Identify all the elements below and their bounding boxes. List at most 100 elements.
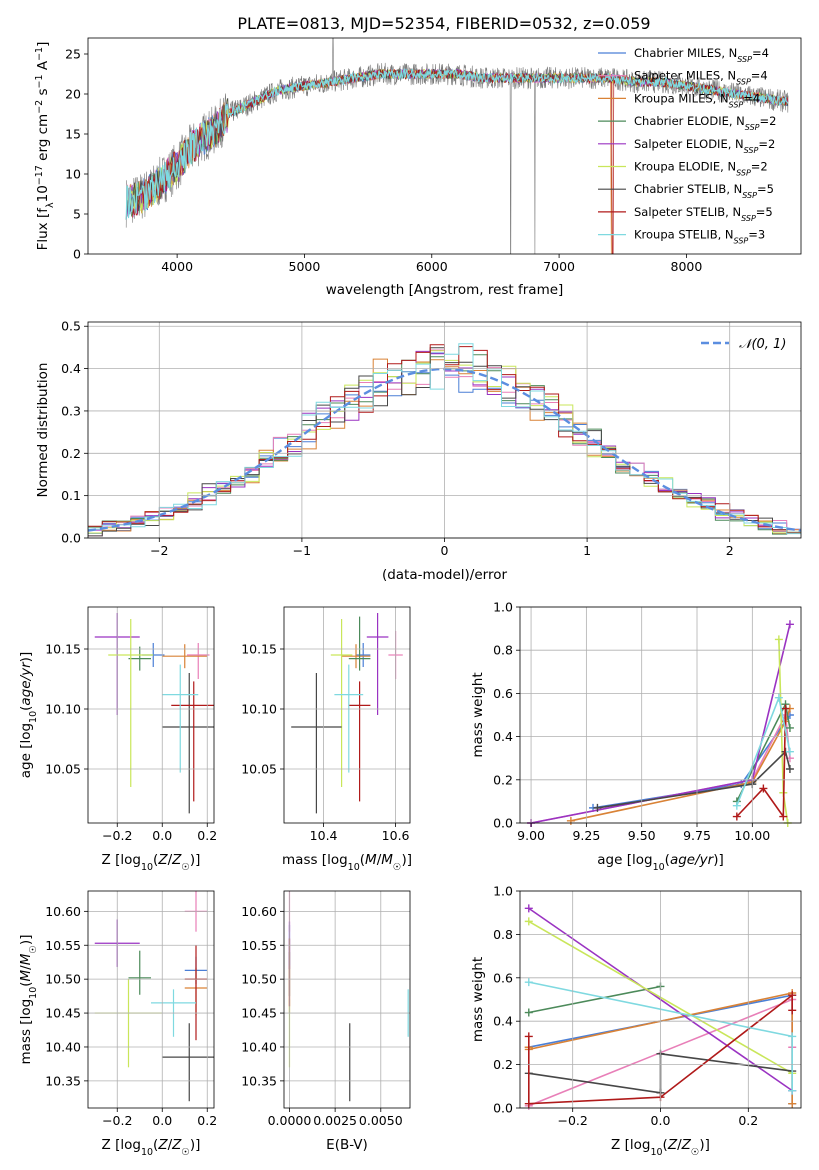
axis-label: mass [log10(M/M☉)]: [282, 852, 412, 873]
y-tick-label: 0.2: [493, 1057, 513, 1072]
x-tick-label: 9.75: [683, 828, 711, 843]
error-bar-point: [171, 681, 214, 802]
error-bar-point: [94, 979, 163, 1068]
x-tick-label: 0.2: [197, 1113, 217, 1128]
weight-marker: [788, 1006, 797, 1015]
y-tick-label: 0.0: [493, 816, 513, 831]
error-bar-point: [341, 644, 371, 669]
y-tick-label: 0: [73, 247, 81, 262]
weight-marker: [566, 816, 575, 825]
y-tick-label: 0.3: [61, 403, 81, 418]
legend-label: Salpeter MILES, NSSP=4: [634, 69, 768, 87]
legend-label: 𝒩(0, 1): [739, 337, 786, 352]
error-bar-point: [128, 646, 151, 671]
weight-marker: [774, 693, 783, 702]
y-tick-label: 10.05: [241, 762, 277, 777]
mass-vs-Z-axes: −0.2 0.0 0.2 10.35 10.40 10.45 10.50 10.55 10.60: [45, 891, 217, 1128]
x-tick-label: 0.0025: [313, 1113, 357, 1128]
y-tick-label: 0.4: [61, 361, 81, 376]
spectrum-axes: 4000 5000 6000 7000 8000 0 5 10 15 20 25: [65, 47, 702, 275]
x-tick-label: 0.0: [152, 1113, 172, 1128]
weight-marker: [785, 620, 794, 629]
weight-series-line: [736, 708, 787, 819]
y-tick-label: 0.2: [61, 446, 81, 461]
x-tick-label: −0.2: [102, 1113, 132, 1128]
mass-weight-vs-age-axes: 9.00 9.25 9.50 9.75 10.00 0.0 0.2 0.4 0.6 0.8 1.0: [493, 600, 801, 843]
error-bar-point: [330, 619, 353, 787]
y-axis-label: mass weight: [470, 957, 486, 1042]
y-axis-label: Normed distribution: [35, 363, 51, 498]
mass-weight-vs-Z-axes: −0.2 0.0 0.2 0.0 0.2 0.4 0.6 0.8 1.0: [493, 884, 801, 1128]
weight-marker: [524, 978, 533, 987]
error-bar-point: [348, 681, 371, 802]
weight-marker: [781, 704, 790, 713]
age-vs-Z-frame: [87, 606, 215, 824]
x-tick-label: 7000: [543, 259, 575, 274]
observed-spectrum: [125, 38, 789, 254]
y-tick-label: 10.15: [45, 642, 81, 657]
y-tick-label: 0.0: [61, 531, 81, 546]
y-tick-label: 10.55: [45, 938, 81, 953]
error-bar-point: [291, 673, 342, 814]
x-tick-label: 0.2: [197, 828, 217, 843]
weight-marker: [524, 1099, 533, 1108]
legend-label: Chabrier ELODIE, NSSP=2: [634, 114, 776, 132]
model-spectrum-line: [125, 67, 789, 220]
y-tick-label: 0.4: [493, 729, 513, 744]
y-tick-label: 0.1: [61, 488, 81, 503]
error-bar-point: [348, 616, 371, 671]
y-tick-label: 10.50: [241, 972, 277, 987]
weight-marker: [788, 1099, 797, 1108]
y-tick-label: 0.4: [493, 1014, 513, 1029]
error-bar-point: [162, 1023, 214, 1102]
error-bar-point: [184, 945, 208, 1041]
y-tick-label: 10.40: [241, 1039, 277, 1054]
weight-series-line: [597, 750, 791, 809]
legend-label: Kroupa MILES, NSSP=4: [634, 91, 760, 109]
weight-series-line: [528, 985, 661, 1014]
x-tick-label: 2: [726, 543, 734, 558]
x-tick-label: 6000: [416, 259, 448, 274]
error-bar-point: [187, 643, 210, 679]
legend-label: Chabrier STELIB, NSSP=5: [634, 182, 774, 200]
y-tick-label: 20: [65, 87, 81, 102]
legend-label: Salpeter ELODIE, NSSP=2: [634, 137, 775, 155]
spectrum-frame: [87, 37, 802, 255]
weight-series-line: [570, 708, 791, 822]
mass-vs-Z-frame: [87, 890, 215, 1109]
weight-marker: [524, 1032, 533, 1041]
legend-label: Kroupa ELODIE, NSSP=2: [634, 160, 768, 178]
axis-label: age [log10(age/yr)]: [597, 852, 723, 873]
error-bar-point: [108, 619, 154, 787]
axis-label: mass [log10(M/M☉)]: [18, 935, 39, 1065]
spectrum-chart: wavelength [Angstrom, rest frame] Flux [f…: [34, 38, 789, 298]
y-tick-label: 10.55: [241, 938, 277, 953]
mass-vs-ebv-frame: [283, 890, 411, 1109]
error-bar-point: [162, 644, 208, 669]
error-bar-point: [366, 613, 389, 715]
residuals-frame: [87, 321, 802, 539]
y-tick-label: 1.0: [493, 884, 513, 899]
x-tick-label: 10.4: [310, 828, 338, 843]
weight-marker: [774, 635, 783, 644]
y-tick-label: 0.8: [493, 927, 513, 942]
residuals-axes: −2 −1 0 1 2 0.0 0.1 0.2 0.3 0.4 0.5: [61, 319, 801, 558]
x-tick-label: 0.0: [152, 828, 172, 843]
legend-label: Kroupa STELIB, NSSP=3: [634, 228, 765, 246]
y-tick-label: 0.6: [493, 970, 513, 985]
x-axis-label: (data-model)/error: [382, 567, 508, 583]
axis-label: Flux [fλ10−17 erg cm−2 s−1 A−1]: [34, 42, 56, 251]
x-tick-label: 9.50: [628, 828, 656, 843]
mass-weight-vs-Z-frame: [519, 890, 802, 1109]
weight-marker: [759, 784, 768, 793]
error-bar-point: [334, 664, 364, 773]
x-tick-label: 0.2: [738, 1113, 758, 1128]
y-tick-label: 10.60: [241, 904, 277, 919]
x-tick-label: 4000: [161, 259, 193, 274]
y-tick-label: 10.50: [45, 972, 81, 987]
weight-marker: [788, 1086, 797, 1095]
y-tick-label: 10.60: [45, 904, 81, 919]
x-tick-label: 0: [441, 543, 449, 558]
x-tick-label: 0.0: [651, 1113, 671, 1128]
